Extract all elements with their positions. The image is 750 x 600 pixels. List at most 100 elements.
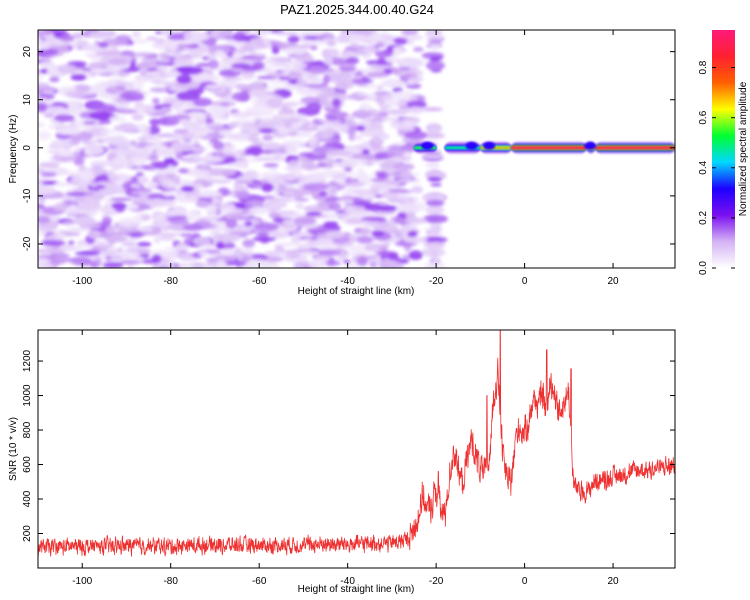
noise-blob	[232, 32, 248, 42]
noise-blob	[303, 237, 312, 242]
noise-blob	[302, 40, 327, 46]
noise-blob	[328, 180, 338, 187]
noise-blob	[295, 202, 304, 210]
noise-blob	[212, 141, 225, 151]
noise-blob	[406, 100, 427, 109]
colorbar-label: Normalized spectral amplitude	[738, 81, 749, 216]
noise-blob	[38, 97, 49, 102]
noise-blob	[135, 62, 161, 69]
x-tick-label: -60	[252, 276, 267, 287]
noise-blob	[38, 168, 47, 174]
noise-blob	[137, 174, 149, 185]
noise-blob	[177, 65, 204, 75]
noise-blob	[355, 93, 377, 97]
noise-blob	[135, 172, 144, 177]
noise-blob	[324, 137, 342, 144]
noise-blob	[83, 145, 104, 156]
noise-blob	[55, 128, 82, 135]
noise-blob	[302, 83, 326, 88]
noise-blob	[243, 170, 259, 179]
noise-blob	[158, 261, 168, 268]
noise-blob	[179, 233, 196, 238]
noise-blob	[59, 34, 75, 42]
noise-blob	[111, 157, 120, 165]
x-tick-label: -60	[252, 576, 267, 587]
noise-blob	[387, 188, 409, 194]
snr-series-line	[38, 330, 675, 557]
noise-blob	[152, 97, 160, 104]
colorbar: 0.0 0.2 0.4 0.6 0.8 Normalized spectral ampl…	[698, 30, 749, 275]
noise-blob	[116, 247, 124, 253]
noise-blob	[330, 79, 338, 84]
noise-blob	[38, 186, 57, 196]
noise-blob	[169, 215, 189, 220]
noise-blob	[305, 211, 322, 217]
noise-blob	[395, 204, 420, 213]
noise-blob	[218, 130, 233, 137]
noise-blob	[364, 203, 383, 212]
noise-blob	[108, 57, 129, 66]
noise-blob	[316, 200, 339, 207]
x-tick-label: -20	[429, 276, 444, 287]
noise-blob	[403, 236, 429, 244]
noise-blob	[323, 221, 339, 227]
noise-blob	[372, 135, 381, 145]
noise-blob	[424, 236, 442, 241]
noise-blob	[392, 142, 405, 147]
noise-blob	[283, 46, 308, 55]
noise-blob	[320, 123, 336, 129]
noise-blob	[49, 76, 60, 83]
noise-blob	[108, 231, 131, 236]
noise-blob	[235, 190, 251, 200]
noise-blob	[193, 97, 213, 107]
noise-blob	[412, 46, 424, 52]
noise-blob	[196, 156, 223, 164]
noise-blob	[124, 81, 134, 92]
noise-blob	[38, 198, 46, 205]
noise-blob	[145, 198, 167, 204]
noise-blob	[240, 255, 251, 263]
snr-frame	[37, 329, 676, 569]
noise-blob	[227, 133, 253, 142]
noise-blob	[316, 236, 334, 245]
noise-blob	[327, 112, 343, 117]
noise-blob	[105, 63, 129, 71]
noise-blob	[206, 211, 215, 216]
chart-title: PAZ1.2025.344.00.40.G24	[280, 2, 434, 17]
noise-blob	[141, 164, 157, 171]
noise-blob	[271, 130, 280, 135]
noise-blob	[422, 154, 445, 159]
noise-blob	[431, 44, 439, 51]
noise-blob	[161, 179, 178, 189]
noise-blob	[296, 78, 306, 88]
noise-blob	[173, 128, 190, 135]
noise-blob	[266, 98, 284, 108]
noise-blob	[226, 52, 234, 58]
noise-blob	[84, 210, 97, 217]
noise-blob	[106, 79, 128, 86]
noise-blob	[54, 182, 70, 187]
noise-blob	[366, 71, 391, 78]
noise-blob	[57, 149, 75, 157]
noise-blob	[325, 149, 352, 156]
noise-blob	[65, 90, 87, 99]
y-tick-label: 0	[22, 145, 33, 151]
noise-blob	[293, 197, 310, 202]
noise-blob	[148, 153, 159, 162]
noise-blob	[40, 171, 57, 178]
noise-blob	[293, 53, 314, 63]
noise-blob	[333, 161, 360, 168]
noise-blob	[43, 90, 54, 96]
noise-blob	[54, 114, 75, 122]
noise-blob	[115, 34, 132, 42]
noise-blob	[280, 211, 297, 215]
noise-blob	[320, 171, 333, 178]
noise-blob	[337, 175, 346, 185]
noise-blob	[255, 232, 270, 237]
noise-blob	[261, 195, 275, 201]
noise-blob	[254, 156, 280, 161]
noise-blob	[368, 30, 378, 33]
noise-blob	[242, 239, 256, 248]
noise-blob	[405, 215, 419, 224]
noise-blob	[168, 40, 196, 45]
